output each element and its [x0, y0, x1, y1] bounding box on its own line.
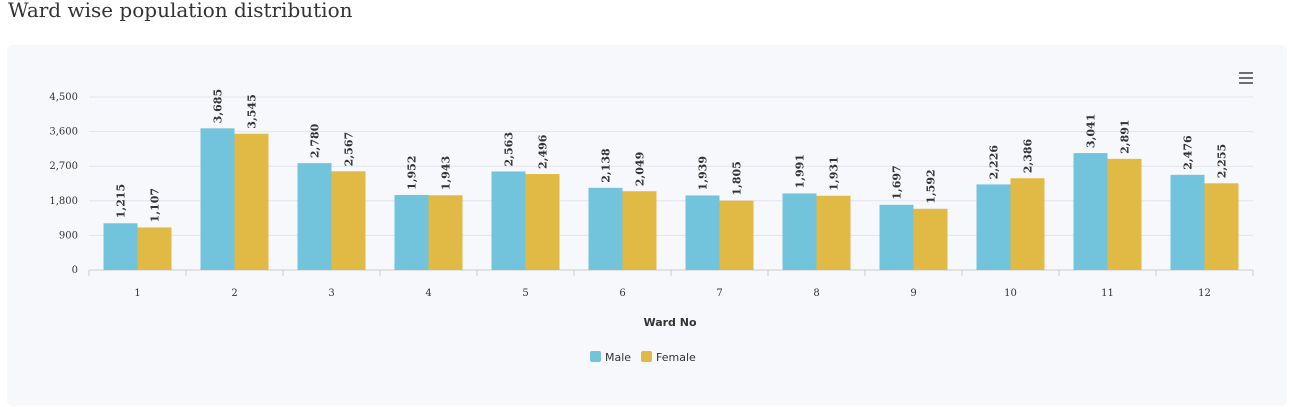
female-data-label: 2,891 — [1119, 119, 1132, 153]
male-bar — [394, 194, 429, 270]
female-data-label: 2,496 — [537, 134, 550, 169]
x-tick-label: 7 — [716, 288, 722, 299]
female-bar — [234, 133, 269, 270]
x-tick-label: 12 — [1198, 288, 1211, 299]
male-data-label: 2,476 — [1182, 135, 1195, 170]
female-bar — [1204, 183, 1239, 270]
x-axis-title: Ward No — [643, 316, 696, 329]
x-tick-label: 5 — [522, 288, 528, 299]
x-tick-label: 6 — [619, 288, 625, 299]
x-tick-label: 10 — [1004, 288, 1017, 299]
male-bar — [685, 195, 720, 270]
female-bar — [1010, 178, 1045, 270]
male-data-label: 3,685 — [212, 89, 225, 123]
female-data-label: 2,567 — [343, 132, 356, 166]
y-tick-label: 900 — [59, 230, 78, 241]
male-data-label: 2,138 — [600, 148, 613, 183]
female-bar — [331, 171, 366, 270]
hamburger-menu-icon[interactable] — [1237, 69, 1255, 87]
female-data-label: 1,805 — [731, 161, 744, 195]
female-legend-swatch — [641, 351, 652, 362]
male-data-label: 3,041 — [1085, 114, 1098, 148]
female-bar — [622, 191, 657, 270]
female-data-label: 1,931 — [828, 156, 841, 190]
male-bar — [103, 223, 138, 270]
y-tick-label: 1,800 — [49, 196, 78, 207]
y-tick-label: 4,500 — [49, 92, 78, 103]
male-bar — [491, 171, 526, 270]
male-data-label: 2,780 — [309, 123, 322, 158]
male-data-label: 1,952 — [406, 156, 419, 190]
male-data-label: 2,226 — [988, 145, 1001, 180]
y-tick-label: 2,700 — [49, 161, 78, 172]
page-title: Ward wise population distribution — [8, 0, 353, 22]
female-data-label: 1,592 — [925, 169, 938, 203]
x-tick-label: 8 — [813, 288, 819, 299]
female-data-label: 2,255 — [1216, 144, 1229, 178]
female-bar — [816, 195, 851, 270]
female-data-label: 1,107 — [149, 188, 162, 222]
x-tick-label: 11 — [1101, 288, 1114, 299]
male-data-label: 1,939 — [697, 156, 710, 190]
male-data-label: 1,697 — [891, 165, 904, 199]
male-bar — [588, 187, 623, 270]
x-tick-label: 3 — [328, 288, 334, 299]
x-tick-label: 2 — [231, 288, 237, 299]
x-tick-label: 9 — [910, 288, 916, 299]
female-data-label: 1,943 — [440, 156, 453, 190]
female-data-label: 2,049 — [634, 152, 647, 186]
male-bar — [879, 204, 914, 270]
male-legend-label: Male — [605, 351, 631, 364]
female-bar — [428, 195, 463, 270]
male-legend-swatch — [590, 351, 601, 362]
female-bar — [137, 227, 172, 270]
male-bar — [297, 163, 332, 270]
male-bar — [1170, 174, 1205, 270]
male-bar — [1073, 153, 1108, 270]
female-bar — [525, 174, 560, 270]
male-data-label: 1,991 — [794, 154, 807, 188]
x-tick-label: 4 — [425, 288, 431, 299]
y-tick-label: 3,600 — [49, 127, 78, 138]
y-tick-label: 0 — [72, 265, 78, 276]
female-bar — [1107, 158, 1142, 270]
female-data-label: 3,545 — [246, 94, 259, 128]
x-tick-label: 1 — [134, 288, 140, 299]
male-bar — [200, 128, 235, 270]
male-data-label: 1,215 — [115, 184, 128, 218]
female-bar — [913, 208, 948, 270]
female-legend-label: Female — [656, 351, 696, 364]
male-data-label: 2,563 — [503, 132, 516, 166]
male-bar — [782, 193, 817, 270]
female-bar — [719, 200, 754, 270]
female-data-label: 2,386 — [1022, 138, 1035, 173]
male-bar — [976, 184, 1011, 270]
